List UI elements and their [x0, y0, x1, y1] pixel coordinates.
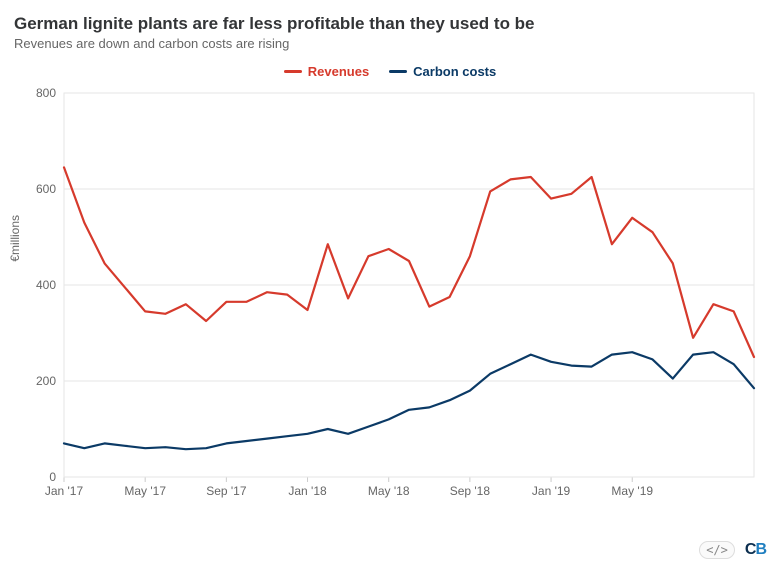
svg-text:800: 800	[36, 86, 56, 100]
svg-text:400: 400	[36, 278, 56, 292]
svg-text:May '17: May '17	[124, 484, 166, 498]
svg-text:Jan '18: Jan '18	[288, 484, 327, 498]
plot-area: €millions 0200400600800Jan '17May '17Sep…	[14, 85, 766, 505]
legend: Revenues Carbon costs	[14, 61, 766, 79]
legend-item[interactable]: Revenues	[284, 64, 369, 79]
svg-text:Sep '17: Sep '17	[206, 484, 247, 498]
svg-text:May '18: May '18	[368, 484, 410, 498]
svg-text:Jan '19: Jan '19	[532, 484, 571, 498]
cb-logo: CB	[745, 541, 766, 559]
legend-item[interactable]: Carbon costs	[389, 64, 496, 79]
svg-text:Jan '17: Jan '17	[45, 484, 84, 498]
legend-swatch	[284, 70, 302, 73]
chart-subtitle: Revenues are down and carbon costs are r…	[14, 36, 766, 51]
embed-icon[interactable]: </>	[699, 541, 735, 559]
svg-text:Sep '18: Sep '18	[450, 484, 491, 498]
legend-label: Revenues	[308, 64, 369, 79]
line-chart: 0 200 400 600 800 Jan '17 May '17 Sep '17 Jan '1…	[14, 85, 766, 505]
svg-text:0: 0	[49, 470, 56, 484]
svg-text:600: 600	[36, 182, 56, 196]
chart-title: German lignite plants are far less profi…	[14, 14, 766, 34]
y-axis-label: €millions	[8, 215, 22, 262]
svg-text:200: 200	[36, 374, 56, 388]
legend-swatch	[389, 70, 407, 73]
svg-text:May '19: May '19	[611, 484, 653, 498]
legend-label: Carbon costs	[413, 64, 496, 79]
